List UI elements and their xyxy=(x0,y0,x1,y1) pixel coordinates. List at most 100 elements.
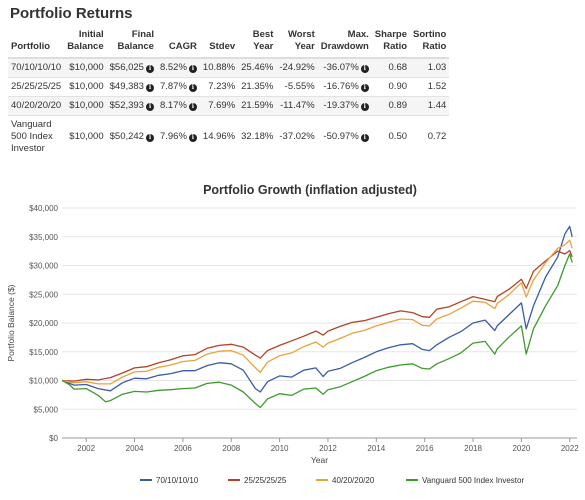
x-tick-label: 2012 xyxy=(319,444,337,453)
cell-value: 14.96% xyxy=(202,131,236,142)
y-tick-label: $35,000 xyxy=(29,233,58,242)
cell-value: 32.18% xyxy=(241,131,274,142)
cell-portfolio: 40/20/20/20 xyxy=(8,96,65,116)
series-line-4 xyxy=(61,253,573,409)
y-tick-label: $10,000 xyxy=(29,377,58,386)
column-header-line: Ratio xyxy=(422,41,447,52)
chart-title: Portfolio Growth (inflation adjusted) xyxy=(203,183,417,197)
cell-initial: $10,000 xyxy=(64,77,107,97)
info-icon[interactable]: i xyxy=(188,84,197,92)
cell-maxdd: -19.37% i xyxy=(317,96,372,116)
column-header-line: Year xyxy=(253,41,274,52)
cell-stdev: 10.88% xyxy=(199,57,239,78)
column-header: Stdev xyxy=(199,27,239,59)
cell-value: 1.44 xyxy=(427,100,447,111)
cell-value: 25.46% xyxy=(241,62,274,73)
portfolio-growth-chart: Portfolio Growth (inflation adjusted) $0 $… xyxy=(6,183,579,485)
cell-sharpe: 0.68 xyxy=(371,57,411,78)
cell-value: 40/20/20/20 xyxy=(11,100,62,111)
cell-value: -50.97% xyxy=(323,131,359,142)
info-icon[interactable]: i xyxy=(360,134,369,142)
table-header-row: Portfolio Initial Balance Final Balance CAGR S… xyxy=(8,27,450,59)
y-axis-label: Portfolio Balance ($) xyxy=(6,284,16,361)
cell-best: 25.46% xyxy=(238,57,277,78)
cell-sharpe: 0.90 xyxy=(371,77,411,97)
cell-maxdd: -50.97% i xyxy=(317,115,372,158)
column-header-line: Initial xyxy=(78,29,104,40)
cell-sortino: 1.44 xyxy=(410,96,450,116)
cell-sortino: 1.52 xyxy=(410,77,450,97)
cell-value: -37.02% xyxy=(279,131,315,142)
cell-portfolio: 70/10/10/10 xyxy=(8,57,65,78)
cell-sortino: 1.03 xyxy=(410,57,450,78)
y-tick-label: $25,000 xyxy=(29,290,58,299)
cell-value: 8.52% xyxy=(159,62,187,73)
legend-label: 25/25/25/25 xyxy=(244,476,287,485)
cell-sharpe: 0.89 xyxy=(371,96,411,116)
legend-label: 40/20/20/20 xyxy=(332,476,375,485)
cell-value: -5.55% xyxy=(284,81,315,92)
table-row: Vanguard 500 Index Investor $10,000 $50,24… xyxy=(8,115,450,158)
info-icon[interactable]: i xyxy=(145,103,154,111)
cell-value: 0.90 xyxy=(388,81,408,92)
column-header-line: Balance xyxy=(117,41,154,52)
info-icon[interactable]: i xyxy=(188,103,197,111)
series-line-3 xyxy=(61,239,573,385)
x-tick-label: 2010 xyxy=(271,444,289,453)
column-header-line: Drawdown xyxy=(320,41,369,52)
cell-maxdd: -16.76% i xyxy=(317,77,372,97)
cell-value: $10,000 xyxy=(69,100,104,111)
y-tick-label: $0 xyxy=(49,434,58,443)
info-icon[interactable]: i xyxy=(360,65,369,73)
info-icon[interactable]: i xyxy=(145,84,154,92)
cell-value: 0.72 xyxy=(427,131,447,142)
cell-value: -16.76% xyxy=(323,81,359,92)
cell-best: 21.35% xyxy=(238,77,277,97)
cell-value: 10.88% xyxy=(202,62,236,73)
column-header-line: Year xyxy=(294,41,315,52)
x-axis-label: Year xyxy=(311,455,328,465)
info-icon[interactable]: i xyxy=(145,134,154,142)
info-icon[interactable]: i xyxy=(360,103,369,111)
column-header: CAGR xyxy=(156,27,200,59)
x-tick-label: 2002 xyxy=(77,444,95,453)
cell-portfolio: 25/25/25/25 xyxy=(8,77,65,97)
cell-value: 70/10/10/10 xyxy=(11,62,62,73)
cell-cagr: 7.87% i xyxy=(156,77,200,97)
info-icon[interactable]: i xyxy=(145,65,154,73)
legend-label: Vanguard 500 Index Investor xyxy=(422,476,524,485)
column-header: Sortino Ratio xyxy=(410,27,450,59)
info-icon[interactable]: i xyxy=(188,134,197,142)
y-tick-label: $40,000 xyxy=(29,204,58,213)
cell-value: 0.68 xyxy=(388,62,408,73)
cell-value: Vanguard 500 Index Investor xyxy=(11,119,53,154)
cell-value: -24.92% xyxy=(279,62,315,73)
column-header-line: Balance xyxy=(67,41,104,52)
cell-cagr: 8.52% i xyxy=(156,57,200,78)
legend-label: 70/10/10/10 xyxy=(156,476,199,485)
cell-final: $49,383 i xyxy=(106,77,157,97)
cell-value: $52,393 xyxy=(109,100,144,111)
section-title: Portfolio Returns xyxy=(10,5,133,22)
column-header: Initial Balance xyxy=(64,27,107,59)
cell-value: 7.96% xyxy=(159,131,187,142)
x-tick-label: 2004 xyxy=(126,444,144,453)
cell-best: 32.18% xyxy=(238,115,277,158)
info-icon[interactable]: i xyxy=(188,65,197,73)
x-tick-label: 2018 xyxy=(464,444,482,453)
column-header: Sharpe Ratio xyxy=(371,27,411,59)
cell-worst: -37.02% xyxy=(276,115,318,158)
cell-value: $56,025 xyxy=(109,62,144,73)
info-icon[interactable]: i xyxy=(360,84,369,92)
x-tick-label: 2020 xyxy=(512,444,530,453)
cell-value: $10,000 xyxy=(69,81,104,92)
cell-value: 8.17% xyxy=(159,100,187,111)
column-header: Final Balance xyxy=(106,27,157,59)
cell-final: $56,025 i xyxy=(106,57,157,78)
cell-value: 0.89 xyxy=(388,100,408,111)
column-header-line: Ratio xyxy=(383,41,408,52)
cell-cagr: 8.17% i xyxy=(156,96,200,116)
column-header-line: Sortino xyxy=(413,29,447,40)
cell-sharpe: 0.50 xyxy=(371,115,411,158)
cell-value: $49,383 xyxy=(109,81,144,92)
